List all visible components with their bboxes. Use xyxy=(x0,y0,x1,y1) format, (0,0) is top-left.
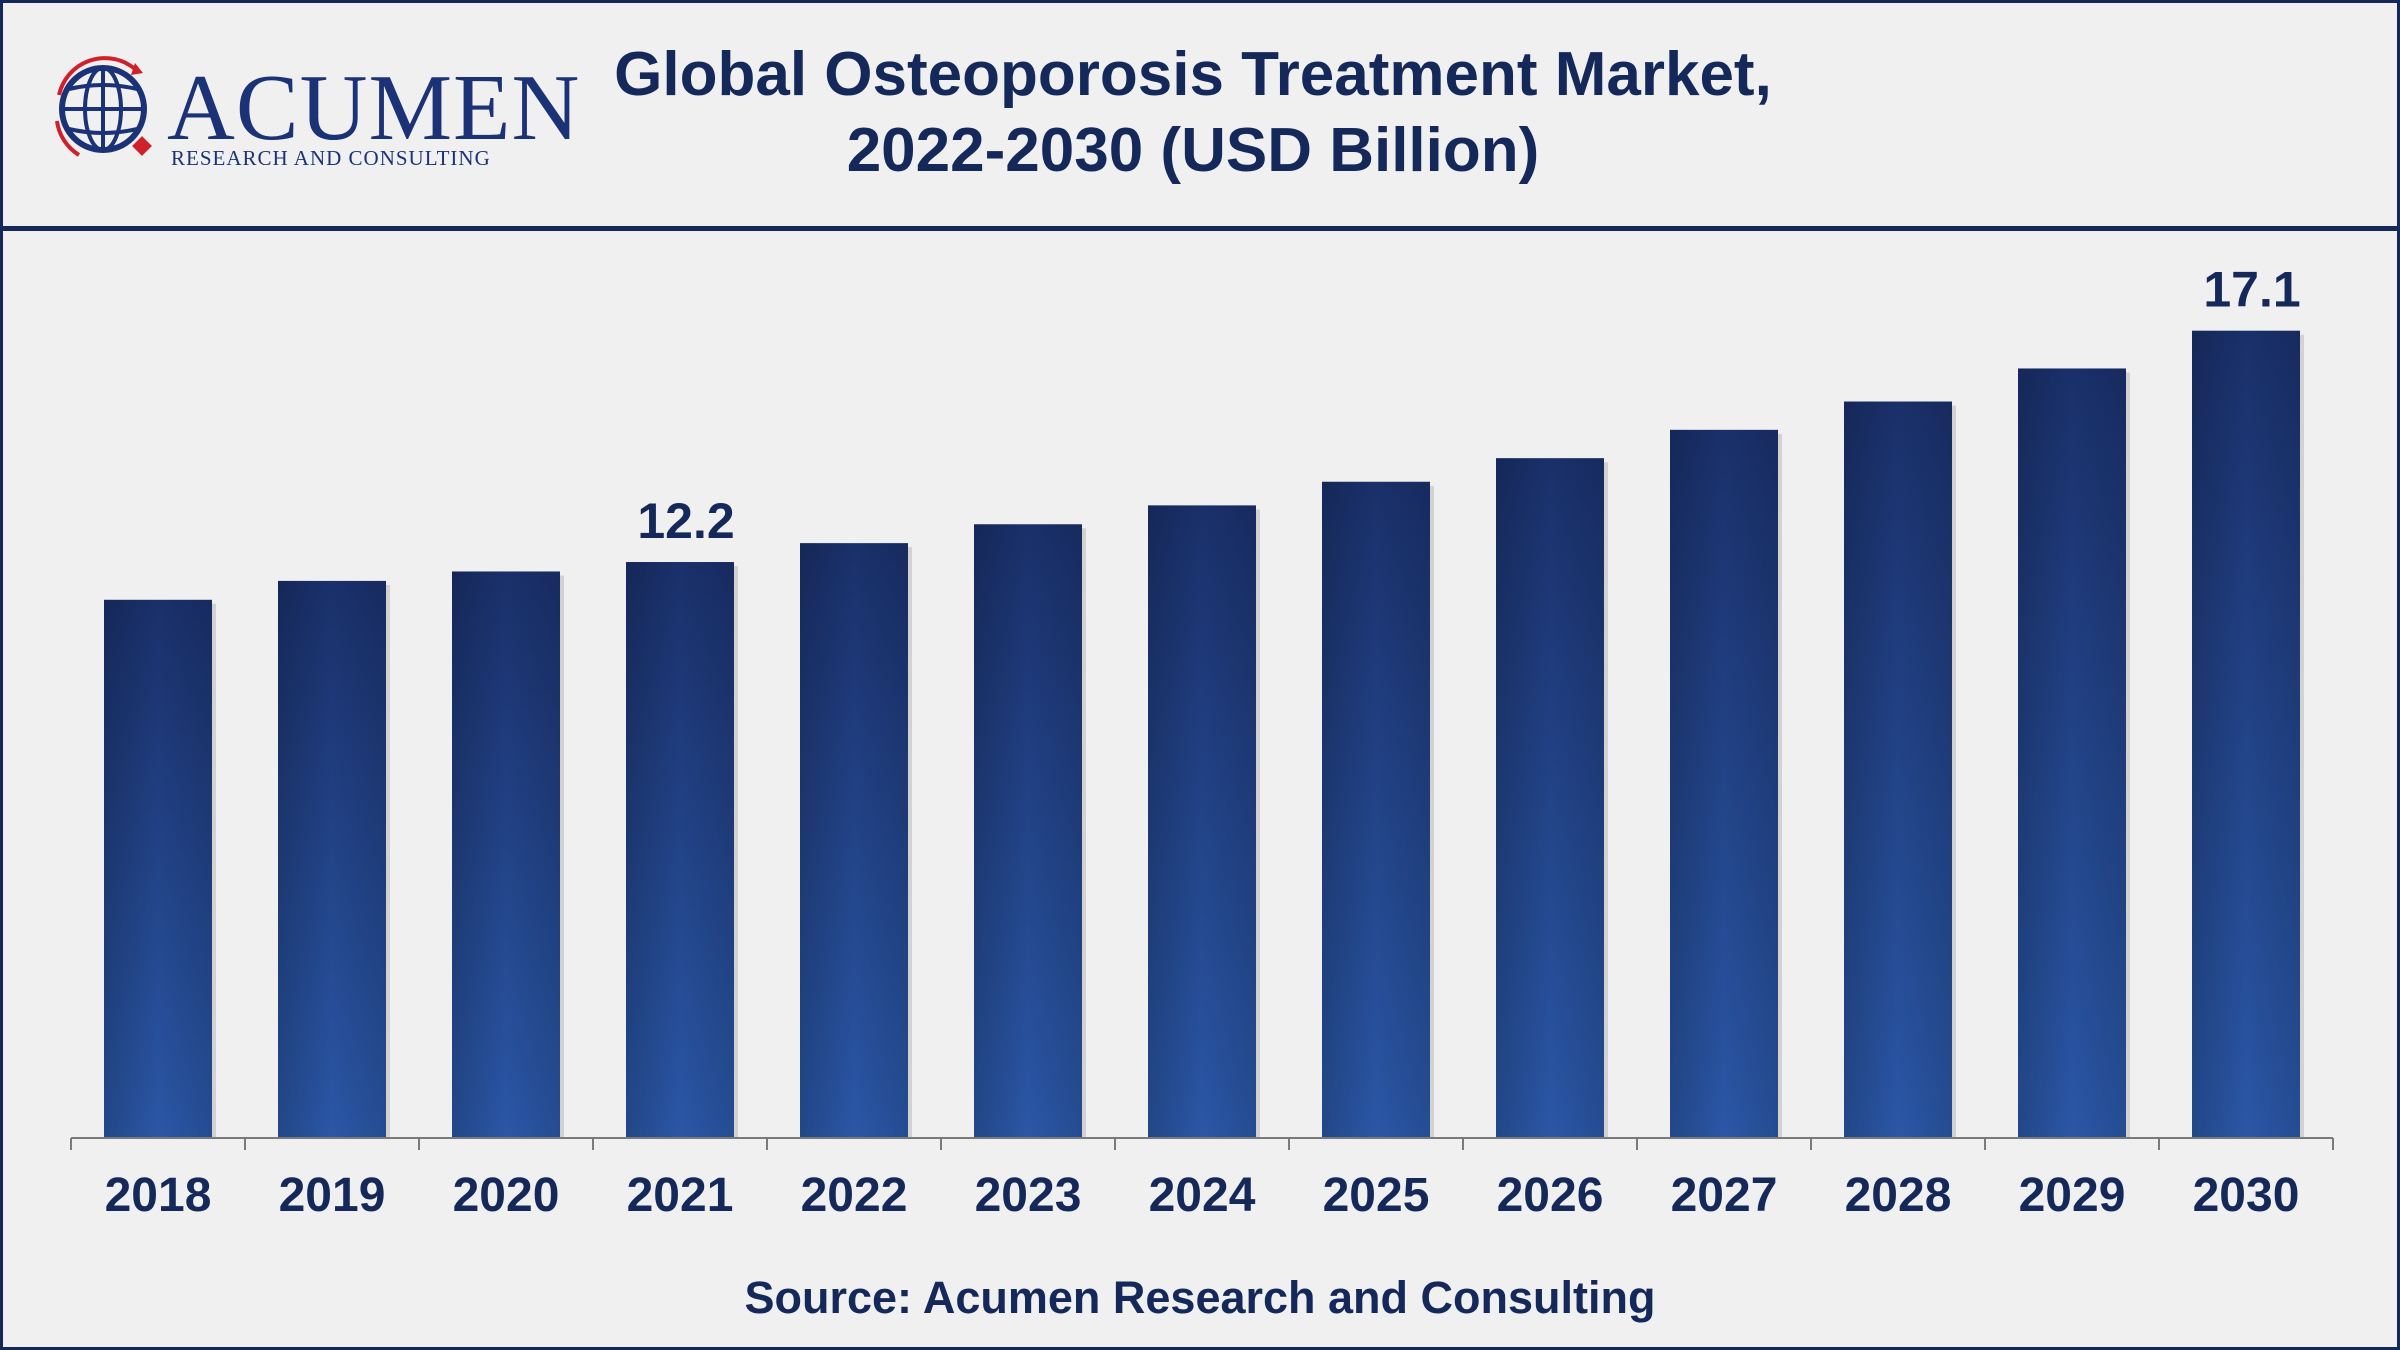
logo-wordmark: ACUMEN xyxy=(167,56,581,160)
logo-tagline: RESEARCH AND CONSULTING xyxy=(171,146,491,170)
x-tick-label: 2024 xyxy=(1149,1169,1256,1222)
bar-shade xyxy=(1322,481,1430,1138)
x-tick-label: 2026 xyxy=(1497,1169,1604,1222)
globe-logo-icon xyxy=(55,56,152,157)
x-tick-label: 2029 xyxy=(2019,1169,2126,1222)
x-tick-label: 2025 xyxy=(1323,1169,1430,1222)
bar-shade xyxy=(2018,368,2126,1139)
header-divider xyxy=(3,226,2397,231)
source-note: Source: Acumen Research and Consulting xyxy=(744,1272,1656,1323)
bar-shade xyxy=(626,562,734,1138)
bar-shade xyxy=(1148,505,1256,1139)
bar-shade xyxy=(800,543,908,1138)
x-tick-label: 2027 xyxy=(1671,1169,1778,1222)
bar-shade xyxy=(2192,330,2300,1138)
data-label: 17.1 xyxy=(2203,262,2300,318)
x-tick-label: 2019 xyxy=(279,1169,386,1222)
chart-title: Global Osteoporosis Treatment Market, 20… xyxy=(503,37,1883,189)
x-tick-label: 2030 xyxy=(2193,1169,2300,1222)
bar-chart: 2018 2019 2020 2021 2022 2023 2024 2025 2026 2027… xyxy=(70,262,2334,1222)
chart-title-line-1: Global Osteoporosis Treatment Market, xyxy=(614,40,1772,109)
x-tick-label: 2028 xyxy=(1845,1169,1952,1222)
header: ACUMEN RESEARCH AND CONSULTING Global Os… xyxy=(3,3,2397,227)
bar-shade xyxy=(278,580,386,1138)
bar-shade xyxy=(974,524,1082,1138)
bar-shade xyxy=(1844,401,1952,1139)
chart-title-line-2: 2022-2030 (USD Billion) xyxy=(846,116,1540,185)
bar-shade xyxy=(452,571,560,1138)
x-tick-label: 2021 xyxy=(627,1169,734,1222)
x-tick-label: 2022 xyxy=(801,1169,908,1222)
x-tick-label: 2020 xyxy=(453,1169,560,1222)
acumen-logo: ACUMEN RESEARCH AND CONSULTING xyxy=(49,55,579,175)
x-tick-label: 2023 xyxy=(975,1169,1082,1222)
bar-shade xyxy=(1670,429,1778,1138)
bar-shade xyxy=(1496,458,1604,1138)
x-tick-label: 2018 xyxy=(105,1169,212,1222)
bar-shade xyxy=(104,599,212,1138)
data-label: 12.2 xyxy=(637,493,734,549)
